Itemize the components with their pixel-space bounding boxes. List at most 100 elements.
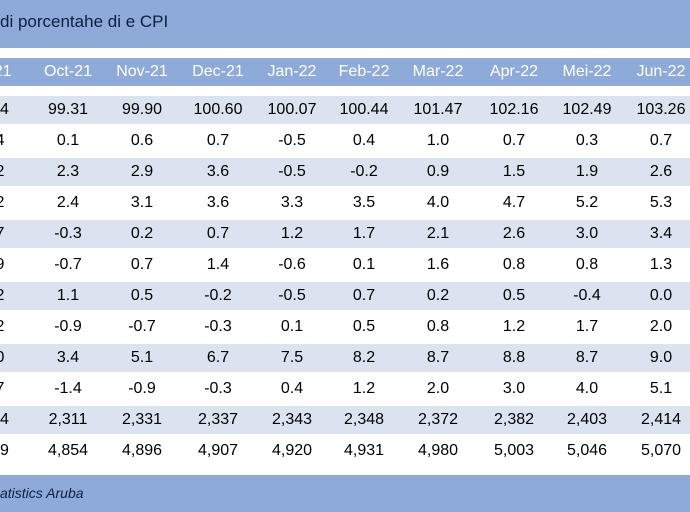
- table-cell: 24: [0, 101, 9, 118]
- table-row: 39 4,854 4,896 4,907 4,920 4,931 4,980 5,003 5,0…: [0, 437, 690, 465]
- table-cell: 04: [0, 411, 9, 428]
- table-cell: -0.3: [204, 318, 232, 335]
- table-row: 7 -0.3 0.2 0.7 1.2 1.7 2.1 2.6 3.0 3.4: [0, 220, 690, 248]
- table-cell: 2: [0, 189, 37, 217]
- table-cell: 7: [0, 220, 37, 248]
- source-footer: atistics Aruba: [0, 475, 690, 512]
- table-cell: 3.4: [649, 225, 673, 242]
- table-cell: 4,980: [417, 442, 459, 459]
- table-cell: -0.3: [54, 225, 82, 242]
- table-cell: -0.5: [278, 132, 306, 149]
- table-cell: 1.4: [206, 256, 230, 273]
- table-cell: 5,070: [640, 442, 682, 459]
- table-row: 4 0.1 0.6 0.7 -0.5 0.4 1.0 0.7 0.3 0.7: [0, 127, 690, 155]
- table-cell: 5.1: [130, 349, 154, 366]
- table-cell: 2,403: [566, 411, 608, 428]
- table-cell: 8.7: [575, 349, 599, 366]
- table-row: 24 99.31 99.90 100.60 100.07 100.44 101.47 102.…: [0, 96, 690, 124]
- column-header: Nov-21: [116, 63, 168, 80]
- table-cell: 5.1: [649, 380, 673, 397]
- table-cell: 8.8: [502, 349, 526, 366]
- table-cell: 100.60: [193, 101, 243, 118]
- table-cell: -0.9: [128, 380, 156, 397]
- table-cell: 0.7: [130, 256, 154, 273]
- table-cell: 0.4: [352, 132, 376, 149]
- table-cell: 3.1: [130, 194, 154, 211]
- table-row: 0 3.4 5.1 6.7 7.5 8.2 8.7 8.8 8.7 9.0: [0, 344, 690, 372]
- table-cell: 0.7: [502, 132, 526, 149]
- table-cell: 100.44: [339, 101, 389, 118]
- table-cell: 2: [0, 158, 37, 186]
- table-cell: 7: [0, 375, 37, 403]
- column-header: Mar-22: [412, 63, 464, 80]
- column-header: Oct-21: [43, 63, 92, 80]
- table-cell: -0.5: [278, 163, 306, 180]
- table-row: 7 -1.4 -0.9 -0.3 0.4 1.2 2.0 3.0 4.0 5.1: [0, 375, 690, 403]
- table-cell: 5.3: [649, 194, 673, 211]
- table-cell: 5,003: [493, 442, 535, 459]
- table-cell: 8.7: [426, 349, 450, 366]
- table-cell: -0.7: [54, 256, 82, 273]
- table-cell: 3.4: [56, 349, 80, 366]
- table-cell: 2,372: [417, 411, 459, 428]
- table-cell: 0.7: [206, 225, 230, 242]
- table-cell: -0.2: [350, 163, 378, 180]
- table-cell: 2.3: [56, 163, 80, 180]
- table-cell: 3.0: [502, 380, 526, 397]
- table-cell: 1.9: [575, 163, 599, 180]
- table-row: 9 -0.7 0.7 1.4 -0.6 0.1 1.6 0.8 0.8 1.3: [0, 251, 690, 279]
- table-cell: 4,896: [121, 442, 163, 459]
- table-cell: 0.6: [130, 132, 154, 149]
- table-row: 04 2,311 2,331 2,337 2,343 2,348 2,372 2,382 2,4…: [0, 406, 690, 434]
- table-cell: 1.5: [502, 163, 526, 180]
- table-cell: 0.5: [130, 287, 154, 304]
- table-cell: 1.6: [426, 256, 450, 273]
- table-cell: 4,920: [271, 442, 313, 459]
- table-cell: 2.6: [649, 163, 673, 180]
- table-cell: 0.8: [502, 256, 526, 273]
- table-cell: 1.7: [575, 318, 599, 335]
- table-cell: 102.49: [562, 101, 612, 118]
- table-cell: 1.3: [649, 256, 673, 273]
- table-cell: -0.5: [278, 287, 306, 304]
- table-cell: 0.1: [56, 132, 80, 149]
- table-cell: 5,046: [566, 442, 608, 459]
- table-cell: 0.3: [575, 132, 599, 149]
- column-header: Mei-22: [562, 63, 612, 80]
- table-cell: 2,382: [493, 411, 535, 428]
- table-cell: 2.9: [130, 163, 154, 180]
- table-cell: 3.3: [280, 194, 304, 211]
- table-cell: 0.1: [352, 256, 376, 273]
- table-cell: 2.4: [56, 194, 80, 211]
- table-cell: 101.47: [413, 101, 463, 118]
- table-cell: -0.7: [128, 318, 156, 335]
- table-row: 2 -0.9 -0.7 -0.3 0.1 0.5 0.8 1.2 1.7 2.0: [0, 313, 690, 341]
- table-cell: 9: [0, 251, 37, 279]
- table-cell: 2.1: [426, 225, 450, 242]
- table-cell: 4: [0, 127, 37, 155]
- table-cell: 2,343: [271, 411, 313, 428]
- table-cell: 8.2: [352, 349, 376, 366]
- column-header: -21: [0, 63, 12, 80]
- table-cell: 2,337: [197, 411, 239, 428]
- table-cell: 2,348: [343, 411, 385, 428]
- table-cell: 100.07: [267, 101, 317, 118]
- table-cell: 2,311: [48, 411, 88, 428]
- table-cell: 3.6: [206, 163, 230, 180]
- table-cell: 99.90: [121, 101, 163, 118]
- table-cell: 0.4: [280, 380, 304, 397]
- table-row: 2 2.3 2.9 3.6 -0.5 -0.2 0.9 1.5 1.9 2.6: [0, 158, 690, 186]
- table-cell: 3.0: [575, 225, 599, 242]
- table-cell: 0.1: [280, 318, 304, 335]
- table-row: 2 1.1 0.5 -0.2 -0.5 0.7 0.2 0.5 -0.4 0.0: [0, 282, 690, 310]
- table-cell: 1.1: [56, 287, 80, 304]
- table-title: di porcentahe di e CPI: [0, 12, 169, 31]
- table-cell: 4.0: [575, 380, 599, 397]
- source-note: atistics Aruba: [0, 485, 84, 501]
- table-cell: 7.5: [280, 349, 304, 366]
- table-cell: 4.7: [502, 194, 526, 211]
- table-cell: 0.9: [426, 163, 450, 180]
- table-cell: 1.0: [426, 132, 450, 149]
- table-cell: 1.7: [352, 225, 376, 242]
- table-cell: -0.6: [278, 256, 306, 273]
